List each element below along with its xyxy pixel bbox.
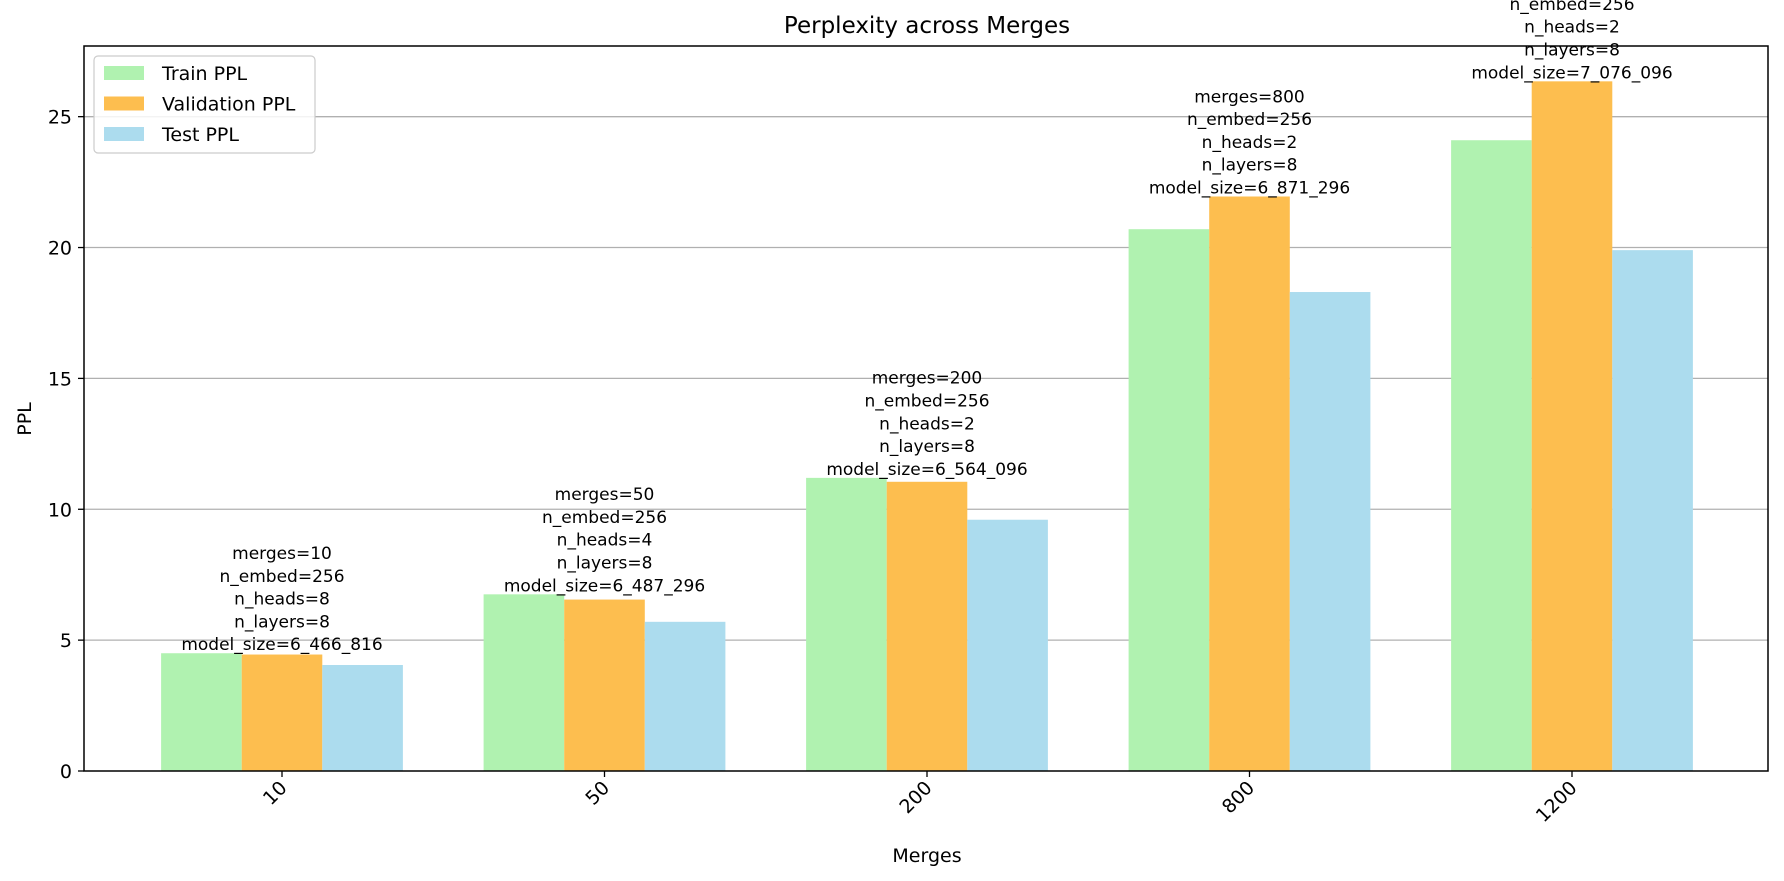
bar-train-ppl-200 [806, 477, 887, 771]
y-axis-label: PPL [14, 402, 36, 436]
bar-validation-ppl-1200 [1531, 81, 1613, 772]
chart-title: Perplexity across Merges [784, 13, 1070, 39]
annotation-line: model_size=6_564_096 [826, 460, 1027, 480]
x-tick-label: 200 [895, 777, 936, 818]
annotation-line: model_size=6_466_816 [181, 635, 382, 655]
annotation-line: n_heads=2 [1202, 133, 1298, 153]
annotation-line: n_embed=256 [864, 391, 989, 411]
annotation-line: n_layers=8 [879, 437, 975, 457]
x-tick-label: 10 [259, 777, 292, 810]
y-tick-label: 25 [48, 107, 72, 129]
y-tick-label: 5 [60, 630, 72, 652]
bar-test-ppl-10 [322, 664, 403, 771]
annotation-line: n_layers=8 [1524, 41, 1620, 61]
y-tick-label: 0 [60, 761, 72, 783]
bar-validation-ppl-800 [1209, 196, 1290, 771]
bar-test-ppl-200 [967, 519, 1048, 771]
bar-test-ppl-1200 [1612, 250, 1693, 772]
bar-train-ppl-1200 [1451, 140, 1532, 772]
y-tick-label: 15 [48, 368, 72, 390]
annotation-50: merges=50 n_embed=256 n_heads=4 n_layers=8m… [504, 485, 705, 596]
annotation-line: n_heads=2 [1524, 18, 1620, 38]
bar-validation-ppl-200 [886, 481, 968, 771]
annotation-line: n_embed=256 [542, 508, 667, 528]
bar-train-ppl-50 [483, 594, 565, 771]
x-axis-ticks: 10 50 200 800 1200 [259, 771, 1582, 827]
annotation-800: merges=800 n_embed=256 n_heads=2 n_layers=8… [1149, 87, 1350, 198]
legend-label: Test PPL [161, 124, 239, 146]
annotation-line: merges=200 [872, 369, 983, 389]
annotation-line: merges=800 [1194, 87, 1305, 107]
y-tick-label: 20 [48, 238, 72, 260]
annotation-line: n_embed=256 [1509, 0, 1634, 15]
annotation-line: model_size=7_076_096 [1471, 63, 1672, 83]
annotation-line: n_heads=4 [557, 531, 653, 551]
annotation-line: model_size=6_487_296 [504, 576, 705, 596]
bar-validation-ppl-10 [241, 654, 323, 771]
annotation-line: model_size=6_871_296 [1149, 178, 1350, 198]
legend-frame [93, 55, 316, 154]
legend-swatch [104, 66, 144, 80]
annotation-line: n_layers=8 [234, 612, 330, 632]
annotation-line: n_heads=2 [879, 414, 975, 434]
x-tick-label: 1200 [1532, 777, 1582, 827]
legend-swatch [104, 127, 144, 141]
annotation-line: n_layers=8 [557, 554, 653, 574]
annotation-line: n_embed=256 [219, 567, 344, 587]
annotation-line: n_embed=256 [1187, 110, 1312, 130]
legend-swatch [104, 96, 144, 111]
bar-test-ppl-800 [1289, 292, 1371, 771]
legend-label: Validation PPL [162, 94, 296, 116]
plot-frame [83, 45, 1769, 772]
annotation-line: merges=10 [232, 544, 332, 564]
y-axis-ticks: 0 5 10 15 20 25 [48, 107, 84, 783]
bar-train-ppl-10 [161, 653, 242, 771]
annotation-line: n_layers=8 [1202, 156, 1298, 176]
bar-test-ppl-50 [644, 621, 726, 771]
annotation-10: merges=10 n_embed=256 n_heads=8n_layers=8m… [181, 544, 382, 655]
bar-train-ppl-800 [1128, 229, 1210, 771]
legend: Train PPL Validation PPL Test PPL [93, 55, 316, 154]
x-tick-label: 50 [581, 777, 614, 810]
legend-label: Train PPL [161, 63, 248, 85]
bar-validation-ppl-50 [564, 599, 645, 771]
bars [161, 81, 1693, 772]
annotation-line: n_heads=8 [234, 590, 330, 610]
x-tick-label: 800 [1218, 777, 1259, 818]
annotation-1200: merges=1_200n_embed=256n_heads=2n_layers… [1471, 0, 1672, 83]
x-axis-label: Merges [892, 845, 961, 867]
annotation-line: merges=50 [555, 485, 655, 505]
y-tick-label: 10 [48, 499, 72, 521]
